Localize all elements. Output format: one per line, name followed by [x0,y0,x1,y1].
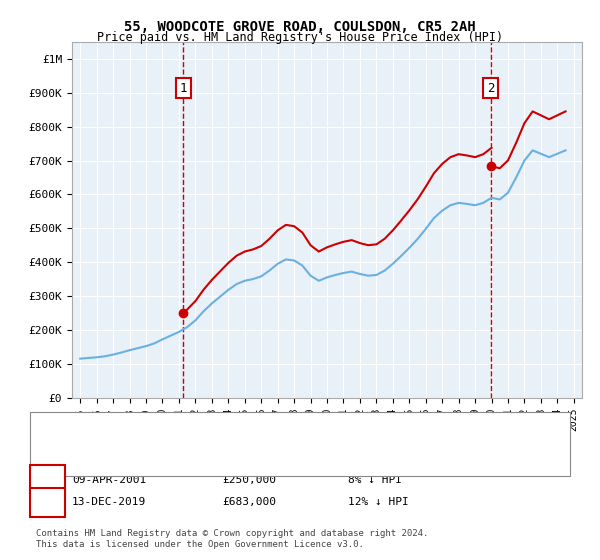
Text: 12% ↓ HPI: 12% ↓ HPI [348,497,409,507]
Text: 13-DEC-2019: 13-DEC-2019 [72,497,146,507]
Text: £250,000: £250,000 [222,475,276,485]
Text: 1: 1 [179,82,187,95]
Text: HPI: Average price, detached house, Croydon: HPI: Average price, detached house, Croy… [84,438,353,449]
Text: Contains HM Land Registry data © Crown copyright and database right 2024.
This d: Contains HM Land Registry data © Crown c… [36,529,428,549]
Text: 1: 1 [44,473,51,487]
Text: 55, WOODCOTE GROVE ROAD, COULSDON, CR5 2AH: 55, WOODCOTE GROVE ROAD, COULSDON, CR5 2… [124,20,476,34]
Text: 8% ↓ HPI: 8% ↓ HPI [348,475,402,485]
Text: 2: 2 [487,82,494,95]
Text: £683,000: £683,000 [222,497,276,507]
Text: 55, WOODCOTE GROVE ROAD, COULSDON, CR5 2AH (detached house): 55, WOODCOTE GROVE ROAD, COULSDON, CR5 2… [84,422,453,432]
Text: Price paid vs. HM Land Registry's House Price Index (HPI): Price paid vs. HM Land Registry's House … [97,31,503,44]
Text: 09-APR-2001: 09-APR-2001 [72,475,146,485]
Text: 2: 2 [44,496,51,509]
